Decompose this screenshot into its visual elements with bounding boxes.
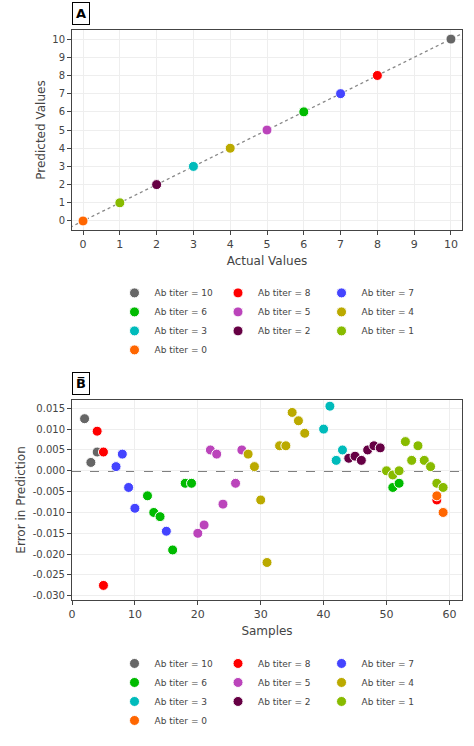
svg-text:2: 2	[153, 238, 160, 251]
svg-text:Ab titer = 5: Ab titer = 5	[258, 307, 311, 317]
svg-text:Ab titer = 8: Ab titer = 8	[258, 659, 311, 669]
svg-text:4: 4	[227, 238, 234, 251]
svg-text:30: 30	[254, 608, 268, 621]
svg-text:0: 0	[69, 608, 76, 621]
svg-text:6: 6	[59, 106, 65, 117]
svg-text:Ab titer = 7: Ab titer = 7	[362, 659, 415, 669]
svg-text:9: 9	[411, 238, 418, 251]
svg-text:-0.015: -0.015	[33, 528, 65, 539]
svg-text:3: 3	[190, 238, 197, 251]
svg-text:5: 5	[264, 238, 271, 251]
svg-text:Ab titer = 10: Ab titer = 10	[155, 288, 214, 298]
svg-text:Ab titer = 0: Ab titer = 0	[155, 716, 208, 726]
svg-text:4: 4	[59, 143, 65, 154]
svg-text:0: 0	[59, 215, 65, 226]
svg-text:Ab titer = 4: Ab titer = 4	[362, 678, 415, 688]
svg-text:B̅: B̅	[76, 376, 86, 391]
svg-text:50: 50	[380, 608, 394, 621]
svg-text:Ab titer = 5: Ab titer = 5	[258, 678, 311, 688]
svg-text:10: 10	[128, 608, 142, 621]
svg-text:0.010: 0.010	[36, 424, 65, 435]
svg-text:2: 2	[59, 179, 65, 190]
svg-text:Ab titer = 7: Ab titer = 7	[362, 288, 415, 298]
svg-text:Samples: Samples	[241, 624, 292, 638]
svg-text:Actual Values: Actual Values	[227, 254, 308, 268]
svg-text:Ab titer = 6: Ab titer = 6	[155, 678, 208, 688]
svg-text:Ab titer = 2: Ab titer = 2	[258, 326, 311, 336]
svg-text:1: 1	[59, 197, 65, 208]
svg-text:Ab titer = 2: Ab titer = 2	[258, 697, 311, 707]
svg-text:0: 0	[80, 238, 87, 251]
svg-text:10: 10	[52, 34, 65, 45]
svg-text:8: 8	[374, 238, 381, 251]
svg-text:Ab titer = 3: Ab titer = 3	[155, 697, 208, 707]
svg-text:-0.020: -0.020	[33, 549, 65, 560]
svg-text:Ab titer = 8: Ab titer = 8	[258, 288, 311, 298]
svg-text:-0.030: -0.030	[33, 590, 65, 601]
svg-text:6: 6	[300, 238, 307, 251]
svg-text:0.005: 0.005	[36, 444, 65, 455]
svg-text:9: 9	[59, 52, 65, 63]
svg-text:A: A	[76, 6, 86, 21]
svg-text:Predicted Values: Predicted Values	[34, 80, 48, 179]
svg-text:Ab titer = 10: Ab titer = 10	[155, 659, 214, 669]
svg-text:8: 8	[59, 70, 65, 81]
svg-text:Ab titer = 0: Ab titer = 0	[155, 345, 208, 355]
svg-text:20: 20	[191, 608, 205, 621]
svg-text:1: 1	[116, 238, 123, 251]
svg-text:Ab titer = 6: Ab titer = 6	[155, 307, 208, 317]
svg-text:-0.010: -0.010	[33, 507, 65, 518]
svg-text:0.000: 0.000	[36, 465, 65, 476]
svg-text:3: 3	[59, 161, 65, 172]
svg-text:-0.005: -0.005	[33, 486, 65, 497]
svg-text:Error in Prediction: Error in Prediction	[14, 446, 28, 553]
svg-text:-0.025: -0.025	[33, 569, 65, 580]
svg-text:40: 40	[317, 608, 331, 621]
svg-text:60: 60	[442, 608, 456, 621]
svg-text:0.015: 0.015	[36, 403, 65, 414]
svg-text:7: 7	[59, 88, 65, 99]
svg-text:5: 5	[59, 125, 65, 136]
svg-text:Ab titer = 1: Ab titer = 1	[362, 326, 415, 336]
svg-text:Ab titer = 1: Ab titer = 1	[362, 697, 415, 707]
svg-text:10: 10	[444, 238, 458, 251]
svg-text:Ab titer = 3: Ab titer = 3	[155, 326, 208, 336]
svg-text:Ab titer = 4: Ab titer = 4	[362, 307, 415, 317]
svg-text:7: 7	[337, 238, 344, 251]
